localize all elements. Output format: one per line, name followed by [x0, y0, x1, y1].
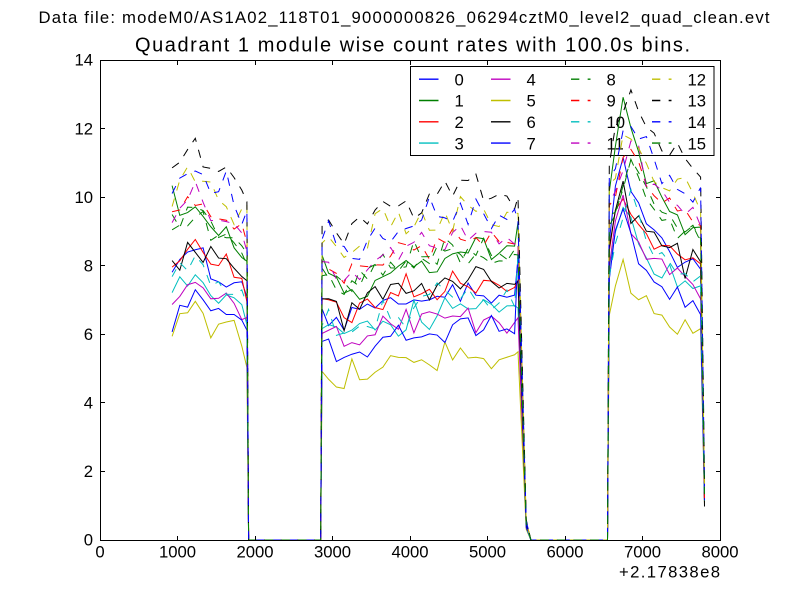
svg-text:1: 1 — [455, 92, 464, 111]
svg-text:4000: 4000 — [391, 543, 428, 562]
svg-text:Quadrant 1 module wise count r: Quadrant 1 module wise count rates with … — [135, 35, 690, 57]
svg-text:2: 2 — [455, 113, 464, 132]
svg-text:8000: 8000 — [701, 543, 738, 562]
svg-text:12: 12 — [74, 119, 93, 138]
svg-text:+2.17838e8: +2.17838e8 — [619, 563, 720, 582]
svg-text:8: 8 — [84, 256, 93, 275]
svg-text:15: 15 — [688, 134, 707, 153]
svg-text:1000: 1000 — [159, 543, 196, 562]
svg-text:9: 9 — [607, 92, 616, 111]
svg-text:12: 12 — [688, 70, 707, 89]
svg-text:8: 8 — [607, 70, 616, 89]
svg-text:7: 7 — [527, 134, 536, 153]
svg-text:10: 10 — [607, 113, 626, 132]
svg-text:0: 0 — [455, 70, 464, 89]
svg-text:6000: 6000 — [546, 543, 583, 562]
svg-text:Data file: modeM0/AS1A02_118T0: Data file: modeM0/AS1A02_118T01_90000008… — [39, 8, 770, 27]
svg-text:6: 6 — [84, 325, 93, 344]
svg-text:5000: 5000 — [469, 543, 506, 562]
svg-text:4: 4 — [84, 394, 93, 413]
svg-text:14: 14 — [74, 51, 93, 70]
svg-text:3000: 3000 — [314, 543, 351, 562]
svg-text:2: 2 — [84, 462, 93, 481]
svg-text:2000: 2000 — [236, 543, 273, 562]
svg-text:13: 13 — [688, 92, 707, 111]
svg-text:4: 4 — [527, 70, 536, 89]
svg-text:14: 14 — [688, 113, 707, 132]
svg-text:5: 5 — [527, 92, 536, 111]
svg-text:0: 0 — [95, 543, 104, 562]
svg-text:6: 6 — [527, 113, 536, 132]
svg-text:7000: 7000 — [624, 543, 661, 562]
svg-text:3: 3 — [455, 134, 464, 153]
svg-text:10: 10 — [74, 188, 93, 207]
svg-text:0: 0 — [84, 531, 93, 550]
